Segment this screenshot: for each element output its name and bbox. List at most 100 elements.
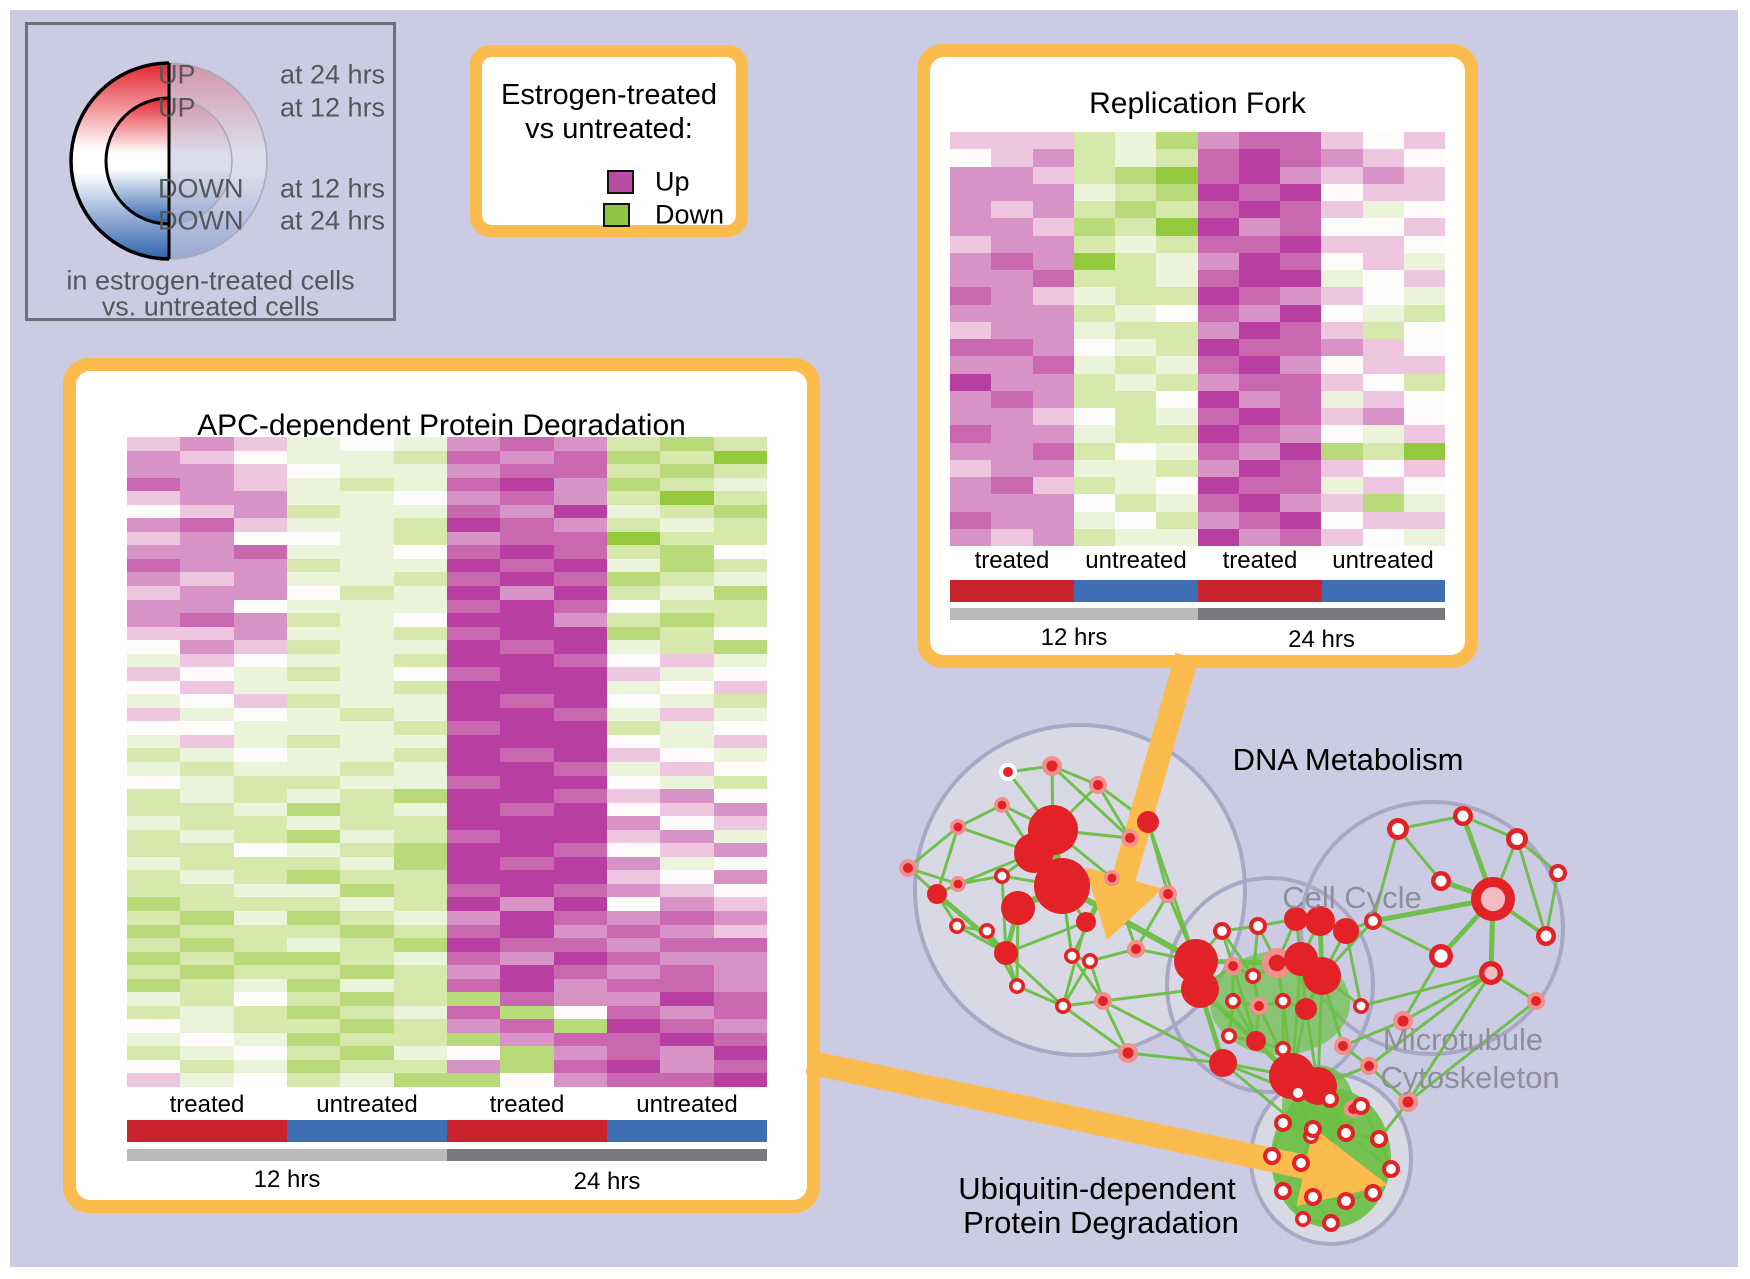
heatmap-cell: [1032, 235, 1074, 253]
heatmap-cell: [1073, 339, 1115, 357]
apc-panel-title: APC-dependent Protein Degradation: [197, 409, 686, 442]
heatmap-cell: [553, 504, 607, 519]
heatmap-cell: [286, 572, 341, 586]
heatmap-cell: [1403, 149, 1445, 167]
heatmap-cell: [950, 494, 992, 512]
heatmap-cell: [1032, 459, 1074, 477]
heatmap-cell: [1197, 373, 1239, 391]
heatmap-cell: [500, 721, 554, 735]
heatmap-cell: [553, 1019, 607, 1033]
heatmap-cell: [233, 1059, 287, 1074]
heatmap-cell: [1238, 235, 1280, 253]
heatmap-cell: [713, 653, 767, 668]
heatmap-cell: [606, 707, 661, 722]
heatmap-cell: [1238, 183, 1280, 201]
heatmap-cell: [991, 511, 1033, 529]
heatmap-cell: [180, 1073, 234, 1087]
heatmap-cell: [1280, 425, 1322, 443]
heatmap-cell: [446, 1032, 501, 1047]
heatmap-cell: [1362, 494, 1404, 512]
heatmap-cell: [660, 464, 714, 478]
heatmap-cell: [606, 1005, 661, 1020]
heatmap-cell: [233, 816, 287, 830]
heatmap-cell: [660, 721, 714, 735]
heatmap-cell: [606, 883, 661, 898]
down-label: Down: [655, 199, 725, 230]
heatmap-cell: [1156, 270, 1198, 288]
heatmap-cell: [606, 667, 661, 681]
heatmap-cell: [1403, 528, 1445, 546]
heatmap-cell: [553, 626, 607, 641]
heatmap-cell: [553, 829, 607, 844]
heatmap-cell: [340, 843, 394, 857]
heatmap-cell: [286, 707, 341, 722]
heatmap-cell: [713, 843, 767, 857]
heatmap-cell: [553, 653, 607, 668]
heatmap-cell: [340, 545, 394, 559]
heatmap-cell: [233, 938, 287, 952]
heatmap-cell: [1403, 201, 1445, 219]
heatmap-cell: [340, 491, 394, 505]
heatmap-cell: [606, 626, 661, 641]
figure-background: UP at 24 hrs UP at 12 hrs DOWN at 12 hrs…: [10, 10, 1738, 1267]
heatmap-cell: [713, 1059, 767, 1074]
heatmap-cell: [713, 748, 767, 762]
heatmap-cell: [127, 504, 181, 519]
heatmap-cell: [180, 978, 234, 993]
heatmap-cell: [1321, 321, 1363, 339]
heatmap-cell: [553, 883, 607, 898]
heatmap-cell: [660, 667, 714, 681]
heatmap-cell: [180, 558, 234, 573]
heatmap-cell: [553, 951, 607, 966]
heatmap-cell: [1032, 373, 1074, 391]
heatmap-cell: [233, 1005, 287, 1020]
heatmap-cell: [950, 218, 992, 236]
heatmap-cell: [446, 1073, 501, 1087]
heatmap-cell: [446, 951, 501, 966]
heatmap-cell: [500, 734, 554, 749]
heatmap-cell: [660, 748, 714, 762]
heatmap-cell: [1238, 149, 1280, 167]
heatmap-cell: [1115, 459, 1157, 477]
heatmap-cell: [1403, 270, 1445, 288]
heatmap-cell: [1032, 494, 1074, 512]
heatmap-cell: [1115, 183, 1157, 201]
apc-untreated-bar-12: [287, 1120, 447, 1142]
heatmap-cell: [1280, 287, 1322, 305]
heatmap-cell: [1115, 270, 1157, 288]
heatmap-cell: [233, 504, 287, 519]
ring-legend-up-inner: UP: [158, 92, 196, 123]
heatmap-cell: [180, 856, 234, 871]
heatmap-cell: [1073, 166, 1115, 184]
heatmap-cell: [991, 235, 1033, 253]
heatmap-cell: [286, 870, 341, 884]
heatmap-cell: [393, 1005, 447, 1020]
heatmap-cell: [340, 626, 394, 641]
heatmap-cell: [553, 464, 607, 478]
heatmap-cell: [1115, 442, 1157, 460]
heatmap-cell: [340, 897, 394, 911]
heatmap-cell: [127, 897, 181, 911]
heatmap-cell: [340, 572, 394, 586]
heatmap-cell: [660, 897, 714, 911]
heatmap-cell: [1197, 339, 1239, 357]
heatmap-cell: [180, 464, 234, 478]
heatmap-cell: [233, 626, 287, 641]
label-dna-metabolism: DNA Metabolism: [1232, 742, 1464, 777]
heatmap-cell: [340, 775, 394, 790]
heatmap-cell: [713, 721, 767, 735]
label-microtubule: Microtubule: [1382, 1022, 1544, 1057]
heatmap-cell: [713, 667, 767, 681]
heatmap-cell: [713, 883, 767, 898]
heatmap-cell: [606, 504, 661, 519]
heatmap-cell: [660, 883, 714, 898]
heatmap-cell: [1321, 304, 1363, 322]
heatmap-cell: [606, 924, 661, 939]
heatmap-cell: [233, 545, 287, 559]
heatmap-cell: [1156, 528, 1198, 546]
heatmap-cell: [1321, 511, 1363, 529]
heatmap-cell: [500, 464, 554, 478]
heatmap-cell: [713, 585, 767, 600]
heatmap-cell: [1073, 373, 1115, 391]
heatmap-cell: [127, 694, 181, 708]
